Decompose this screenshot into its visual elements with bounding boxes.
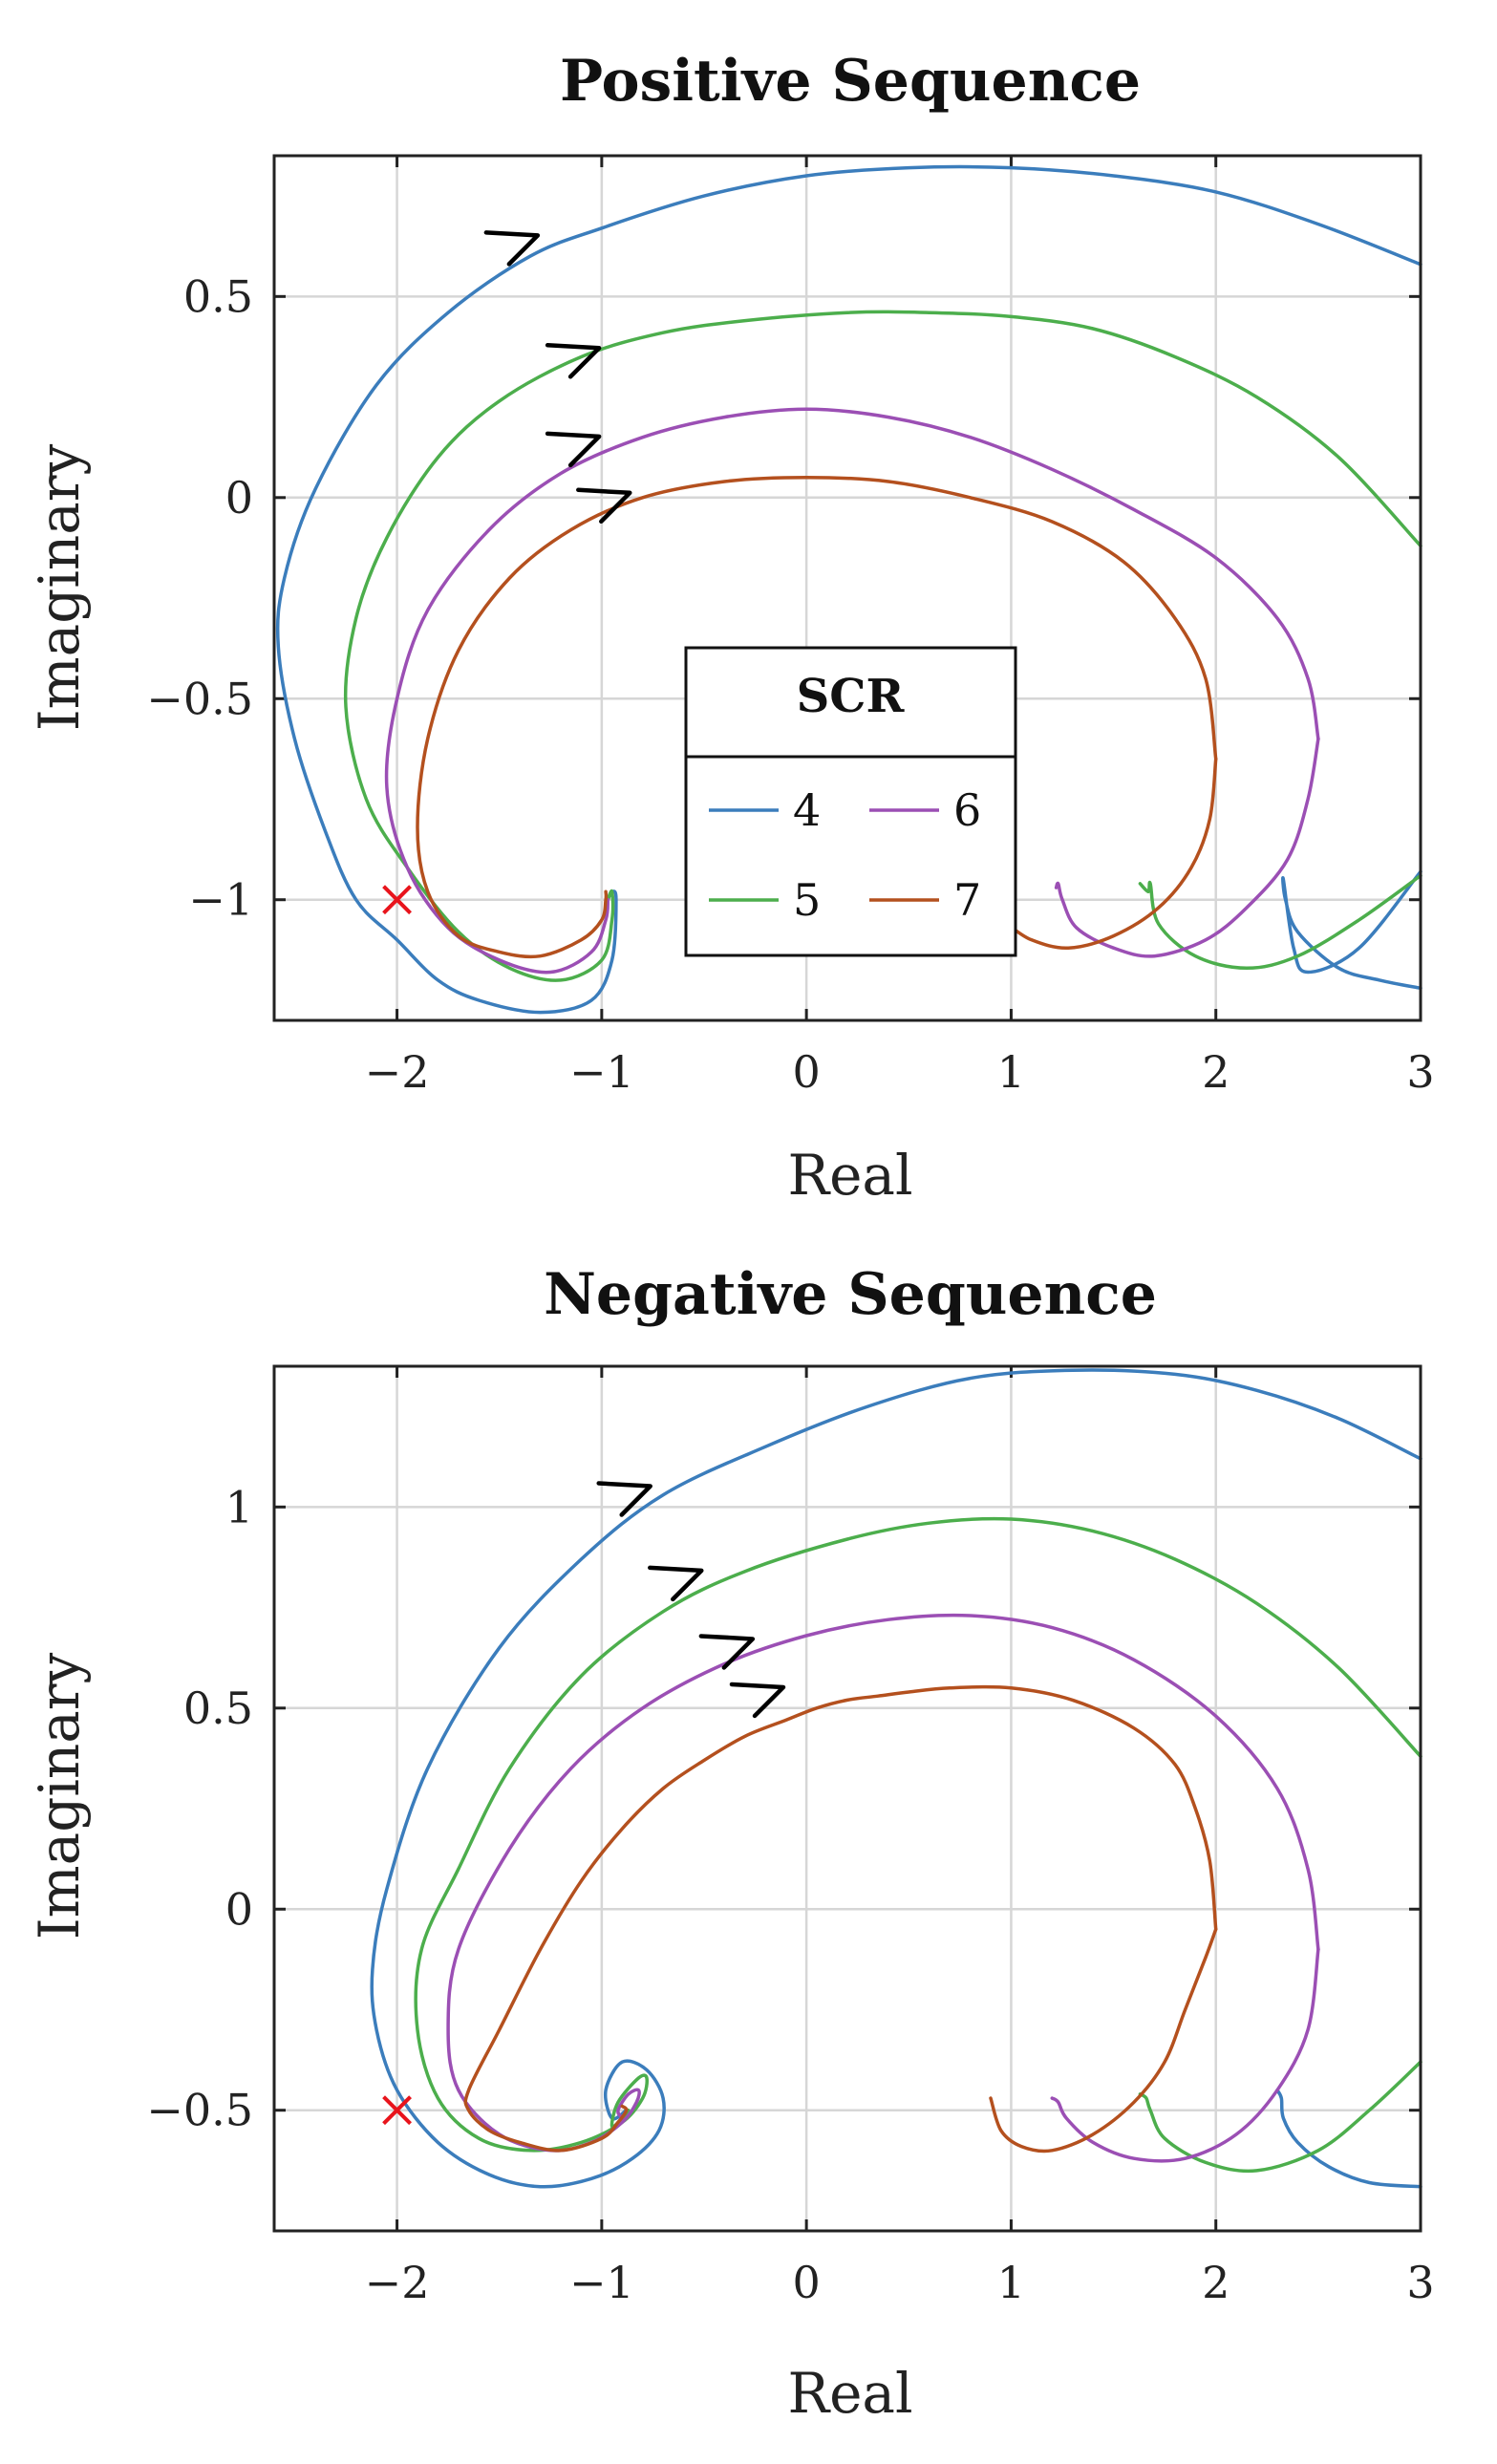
series-7-line [989, 1927, 1218, 2153]
y-tick-label: 1 [225, 1481, 253, 1532]
x-tick-label: 3 [1406, 2257, 1434, 2308]
direction-arrows [596, 1481, 786, 1719]
plot-frame [272, 154, 1422, 1022]
y-tick-label: −0.5 [146, 673, 253, 724]
series-5-line-tail [1138, 2060, 1422, 2174]
negative-sequence-chart: Negative Sequence −2 −1 0 1 2 3 1 0.5 0 −0.5 Rea… [27, 1261, 1435, 2426]
series-6-arrow [698, 1634, 756, 1670]
series-4-line-tail [1275, 2088, 1422, 2189]
x-axis-label: Real [787, 1143, 912, 1208]
x-tick-label: 2 [1202, 1046, 1230, 1098]
x-tick-label: −1 [569, 1046, 634, 1098]
x-tick-label: 0 [793, 2257, 821, 2308]
x-tick-label: 1 [997, 2257, 1025, 2308]
series-5-line-tail [1138, 873, 1422, 971]
x-tick-label: 0 [793, 1046, 821, 1098]
x-tick-labels: −2 −1 0 1 2 3 [365, 2257, 1435, 2308]
x-tick-label: −2 [365, 2257, 430, 2308]
legend-label-6: 6 [953, 784, 981, 836]
critical-point-marker [382, 885, 412, 915]
plot-lines [275, 164, 1422, 1015]
chart-title: Negative Sequence [544, 1261, 1157, 1328]
series-7-line-tail [1005, 757, 1218, 950]
series-7-line-tail [463, 1684, 1218, 2153]
y-tick-labels: 0.5 0 −0.5 −1 [146, 270, 253, 925]
critical-point-x [382, 885, 412, 915]
y-tick-labels: 1 0.5 0 −0.5 [146, 1481, 253, 2135]
x-tick-label: −2 [365, 1046, 430, 1098]
legend-title: SCR [797, 670, 906, 723]
x-tick-label: −1 [569, 2257, 634, 2308]
legend-label-5: 5 [793, 874, 821, 926]
series-7-arrow [576, 487, 632, 525]
positive-sequence-chart: Positive Sequence −2 −1 0 1 2 3 0.5 0 −0.5 −1 Re… [27, 48, 1435, 1208]
x-axis-label: Real [787, 2361, 912, 2426]
series-7-arrow [729, 1682, 786, 1719]
series-5-line [343, 310, 1422, 982]
y-tick-label: −1 [188, 874, 253, 926]
y-tick-label: 0.5 [183, 1682, 253, 1734]
direction-arrows [483, 230, 632, 525]
series-4-arrow [596, 1481, 652, 1517]
plot-frame [272, 1364, 1422, 2233]
series-5-arrow [545, 343, 602, 379]
y-tick-label: −0.5 [146, 2085, 253, 2136]
legend-label-7: 7 [953, 874, 981, 926]
series-4-line [275, 164, 1422, 1015]
legend: SCR 4 6 5 7 [684, 646, 1017, 957]
series-4-arrow [483, 230, 541, 267]
series-5-line [414, 1516, 1422, 2153]
legend-box [684, 646, 1017, 957]
series-6-line-tail [1054, 737, 1320, 958]
x-tick-label: 1 [997, 1046, 1025, 1098]
series-5-arrow [648, 1565, 704, 1602]
chart-title: Positive Sequence [560, 48, 1141, 115]
critical-point-marker [382, 2095, 412, 2126]
series-6-line-tail [1050, 1947, 1320, 2163]
series-6-line [384, 407, 1320, 975]
x-tick-label: 2 [1202, 2257, 1230, 2308]
y-axis-label: Imaginary [27, 443, 92, 731]
x-tick-labels: −2 −1 0 1 2 3 [365, 1046, 1435, 1098]
y-tick-label: 0.5 [183, 270, 253, 322]
series-6-line [446, 1613, 1320, 2153]
series-4-line-tail [1281, 869, 1422, 991]
y-tick-label: 0 [225, 472, 253, 524]
legend-label-4: 4 [793, 784, 821, 836]
plot-lines [370, 1368, 1422, 2189]
series-6-arrow [545, 431, 602, 468]
series-4-line [370, 1368, 1422, 2189]
grid [274, 1366, 1422, 2231]
critical-point-x [382, 2095, 412, 2126]
x-tick-label: 3 [1406, 1046, 1434, 1098]
series-7-line [416, 475, 1218, 959]
y-tick-label: 0 [225, 1883, 253, 1935]
y-axis-label: Imaginary [27, 1652, 92, 1939]
